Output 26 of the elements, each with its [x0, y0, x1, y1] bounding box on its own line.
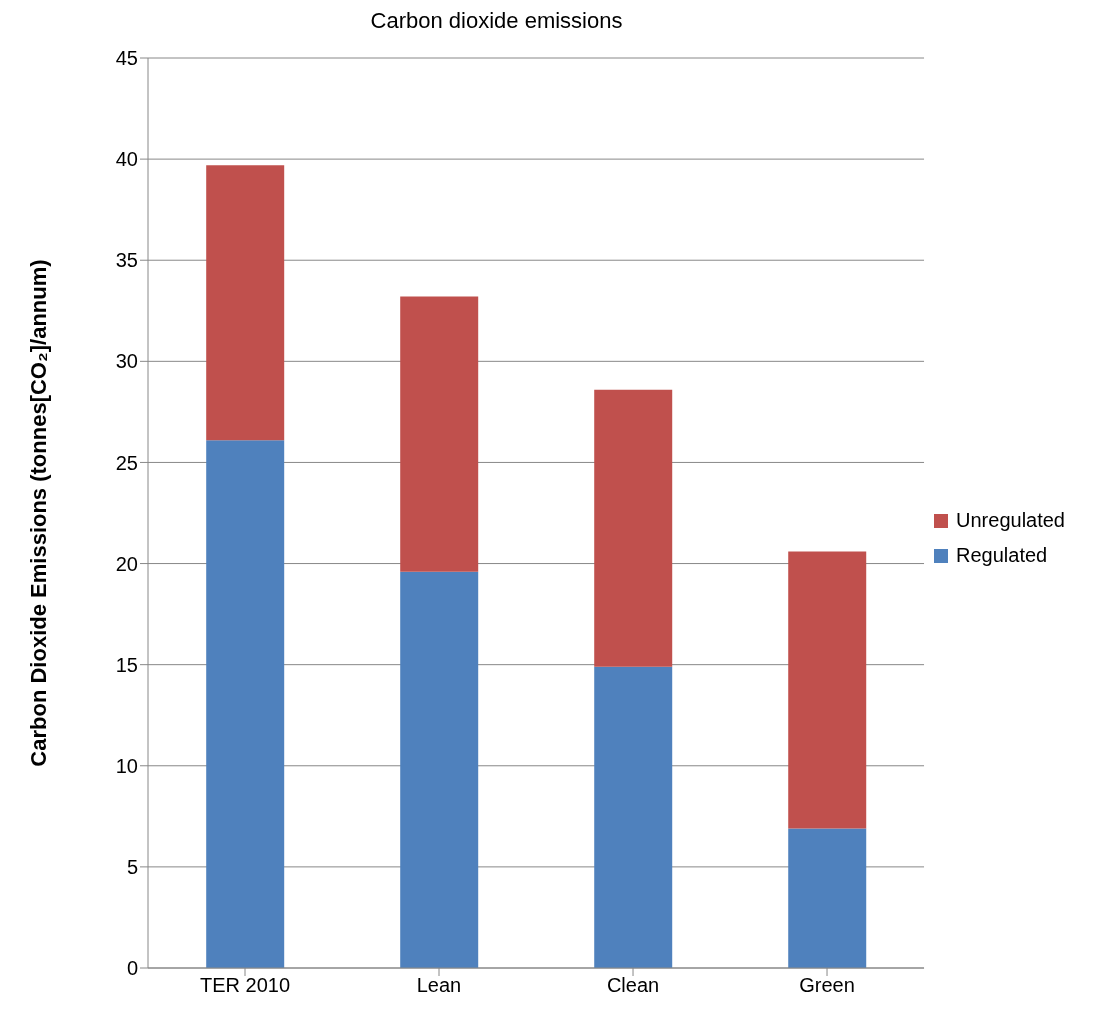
y-axis-title: Carbon Dioxide Emissions (tonnes[CO₂]/annum) [25, 259, 51, 767]
y-tick-label: 0 [126, 957, 138, 980]
y-tick-label: 35 [115, 249, 138, 272]
y-tick-label: 40 [115, 148, 138, 171]
bar [400, 571, 479, 968]
x-tick-label: Lean [416, 974, 462, 997]
y-tick-label: 45 [115, 47, 138, 70]
x-tick-label: TER 2010 [199, 974, 291, 997]
y-tick-label: 20 [115, 552, 138, 575]
bar [206, 165, 285, 441]
bar [594, 666, 673, 968]
bar [788, 551, 867, 829]
legend-label: Unregulated [956, 509, 1065, 532]
y-tick-label: 15 [115, 653, 138, 676]
bar [206, 440, 285, 968]
x-tick-label: Green [799, 974, 855, 997]
y-tick-label: 25 [115, 451, 138, 474]
chart-title: Carbon dioxide emissions [369, 8, 624, 35]
legend-label: Regulated [956, 544, 1048, 567]
bar [594, 389, 673, 667]
bar [788, 828, 867, 968]
y-tick-label: 30 [115, 350, 138, 373]
x-tick-label: Clean [606, 974, 660, 997]
y-tick-label: 5 [126, 855, 138, 878]
bar [400, 296, 479, 572]
y-tick-label: 10 [115, 754, 138, 777]
